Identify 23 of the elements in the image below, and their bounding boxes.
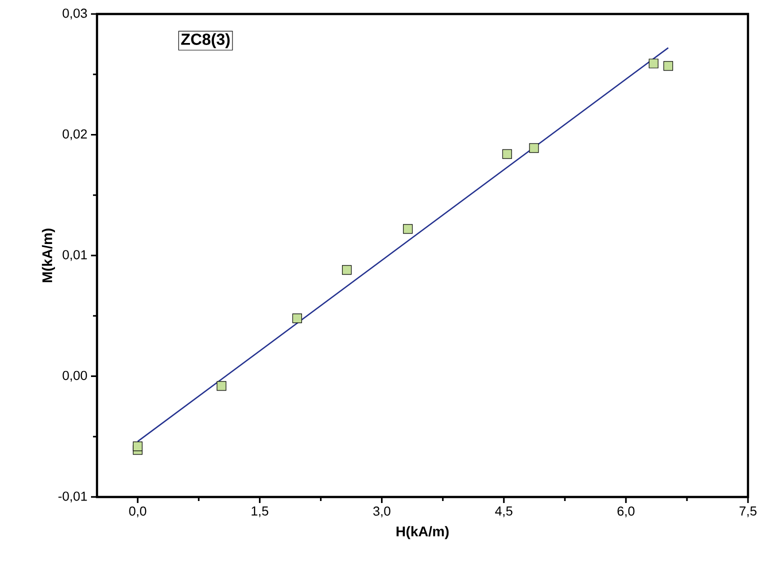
x-tick-label: 1,5 xyxy=(252,506,268,518)
point xyxy=(403,224,413,234)
point xyxy=(216,381,226,391)
point xyxy=(292,313,302,324)
x-tick-label: 7,5 xyxy=(740,506,756,518)
y-tick-label: 0,02 xyxy=(62,129,87,140)
point xyxy=(663,61,674,71)
point xyxy=(342,265,352,275)
y-tick-label: 0,00 xyxy=(62,370,87,382)
y-tick-label: 0,01 xyxy=(62,250,87,261)
point xyxy=(502,149,512,159)
y-axis-title: M(kA/m) xyxy=(42,228,55,282)
point xyxy=(132,441,142,452)
x-tick-label: 4,5 xyxy=(495,506,512,518)
x-tick-label: 3,0 xyxy=(373,506,390,518)
x-tick-label: 6,0 xyxy=(618,506,634,518)
point xyxy=(529,143,539,153)
annotation: ZC8(3) xyxy=(181,33,230,48)
y-tick-label: 0,03 xyxy=(62,8,87,20)
point xyxy=(648,58,658,68)
y-tick-label: -0,01 xyxy=(58,492,87,502)
x-tick-label: 0,0 xyxy=(129,506,146,518)
x-axis-title: H(kA/m) xyxy=(396,526,449,540)
